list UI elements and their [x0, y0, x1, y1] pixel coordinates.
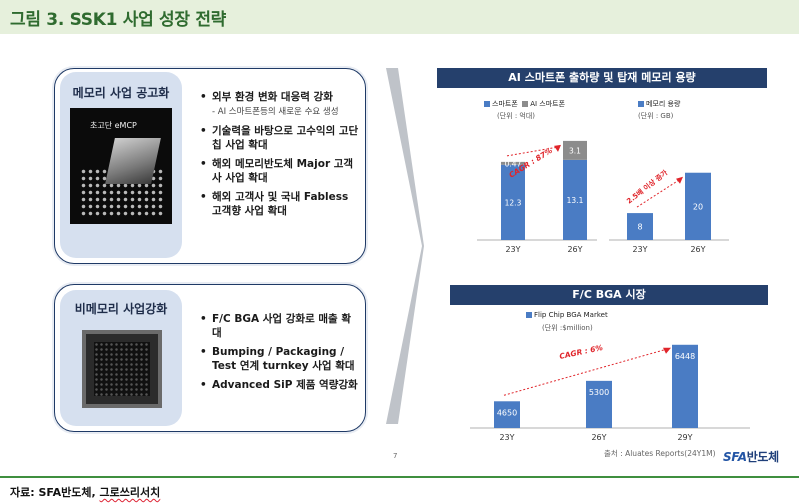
- chart3-tick-label: 29Y: [677, 433, 692, 442]
- chart1-tick-label: 26Y: [567, 245, 582, 254]
- footnote-prefix: 자료: SFA반도체,: [10, 486, 100, 499]
- stacked-chip-graphic: [105, 138, 161, 184]
- memory-bullet-text: 기술력을 바탕으로 고수익의 고단칩 사업 확대: [212, 125, 359, 151]
- memory-section-label: 메모리 사업 공고화: [72, 86, 170, 100]
- footnote: 자료: SFA반도체, 그로쓰리서치: [10, 484, 160, 500]
- chart1-tick-label: 23Y: [505, 245, 520, 254]
- chart2-trend-arrow: [636, 178, 682, 208]
- emcp-photo-label: 초고단 eMCP: [90, 121, 137, 130]
- legend-label-fcbga: Flip Chip BGA Market: [534, 311, 608, 319]
- chart3-trend-arrow: [503, 348, 669, 396]
- legend-label-ai-smartphone: AI 스마트폰: [530, 100, 566, 108]
- sfa-logo: SFA반도체: [723, 448, 779, 465]
- chart1-bar-ai-smartphone: [563, 140, 587, 160]
- memory-bullet: 외부 환경 변화 대응력 강화 - AI 스마트폰등의 새로운 수요 생성: [200, 90, 360, 119]
- nonmemory-bullet: F/C BGA 사업 강화로 매출 확대: [200, 312, 360, 340]
- chart2-unit: (단위 : GB): [638, 112, 674, 120]
- chart1-bar-ai-smartphone: [501, 161, 525, 165]
- chart3-data-label: 5300: [589, 388, 609, 397]
- chart3-tick-label: 23Y: [499, 433, 514, 442]
- chart3-data-label: 6448: [675, 352, 695, 361]
- memory-bullet-text: 외부 환경 변화 대응력 강화: [212, 91, 333, 103]
- footnote-squiggle-text: 그로쓰리서치: [99, 486, 161, 499]
- chart3-unit: (단위 :$million): [542, 324, 593, 332]
- chart2-annotation: 2.5배 이상 증가: [625, 168, 670, 206]
- chart1-data-label: 0.47: [505, 159, 522, 168]
- nonmemory-bullet: Bumping / Packaging / Test 연계 turnkey 사업…: [200, 345, 360, 373]
- legend-swatch-ai-smartphone: [522, 101, 529, 107]
- chart3-tick-label: 26Y: [591, 433, 606, 442]
- memory-bullet-text: 해외 메모리반도체 Major 고객사 사업 확대: [212, 158, 354, 184]
- nonmemory-bullet-text: Advanced SiP 제품 역량강화: [212, 379, 358, 391]
- chart3-legend: Flip Chip BGA Market: [526, 311, 608, 319]
- chart1-trend-arrow: [506, 146, 560, 157]
- fcbga-market-chart: 4650 23Y 5300 26Y 6448 29Y CAGR : 6%: [470, 343, 750, 442]
- chart1-data-label: 3.1: [569, 146, 581, 155]
- chevron-arrow-icon: [386, 68, 424, 424]
- page-number: 7: [393, 452, 398, 460]
- chart3-bar-fcbga: [672, 344, 698, 428]
- chart2-data-label: 8: [637, 223, 642, 232]
- nonmemory-bullet: Advanced SiP 제품 역량강화: [200, 378, 360, 392]
- legend-swatch-fcbga: [526, 312, 532, 318]
- legend-label-memory: 메모리 용량: [646, 100, 681, 108]
- chart1-data-label: 12.3: [505, 198, 522, 207]
- page-title: 그림 3. SSK1 사업 성장 전략: [10, 10, 227, 30]
- fcbga-chip-die: [94, 342, 150, 396]
- fcbga-chart-header: F/C BGA 시장: [450, 285, 768, 305]
- chart2-tick-label: 26Y: [690, 245, 705, 254]
- legend-swatch-memory: [638, 101, 644, 107]
- chart1-unit: (단위 : 억대): [497, 112, 536, 120]
- nonmemory-section-label: 비메모리 사업강화: [74, 302, 168, 316]
- chart3-bar-fcbga: [494, 401, 520, 428]
- chart2-data-label: 20: [693, 202, 703, 211]
- chart2-tick-label: 23Y: [632, 245, 647, 254]
- chart3-bar-fcbga: [586, 380, 612, 428]
- memory-bullet: 해외 메모리반도체 Major 고객사 사업 확대: [200, 157, 360, 185]
- nonmemory-bullet-list: F/C BGA 사업 강화로 매출 확대 Bumping / Packaging …: [200, 312, 360, 397]
- logo-sfa: SFA: [723, 450, 747, 464]
- memory-bullet-subtext: - AI 스마트폰등의 새로운 수요 생성: [212, 107, 339, 117]
- chart1-legend: 스마트폰 AI 스마트폰: [484, 99, 565, 109]
- chart3-annotation: CAGR : 6%: [559, 343, 605, 361]
- legend-label-smartphone: 스마트폰: [492, 100, 518, 108]
- chart3-data-label: 4650: [497, 408, 517, 417]
- chart2-bar-memory: [627, 213, 653, 240]
- chart2-legend: 메모리 용량: [638, 99, 680, 109]
- fcbga-chip-photo: [82, 330, 162, 408]
- nonmemory-bullet-text: Bumping / Packaging / Test 연계 turnkey 사업…: [212, 346, 355, 372]
- title-bar: 그림 3. SSK1 사업 성장 전략: [0, 0, 799, 34]
- chart1-arrowhead: [554, 144, 561, 152]
- legend-swatch-smartphone: [484, 101, 490, 107]
- chart1-data-label: 13.1: [567, 196, 584, 205]
- memory-bullet: 기술력을 바탕으로 고수익의 고단칩 사업 확대: [200, 124, 360, 152]
- memory-bullet-text: 해외 고객사 및 국내 Fabless 고객향 사업 확대: [212, 191, 349, 217]
- emcp-photo: 초고단 eMCP: [70, 108, 172, 224]
- memory-bullet-list: 외부 환경 변화 대응력 강화 - AI 스마트폰등의 새로운 수요 생성기술력을…: [200, 90, 360, 223]
- nonmemory-bullet-text: F/C BGA 사업 강화로 매출 확대: [212, 313, 352, 339]
- chart2-arrowhead: [676, 176, 683, 184]
- ai-smartphone-chart-header: AI 스마트폰 출하량 및 탑재 메모리 용량: [437, 68, 767, 88]
- logo-semiconductor: 반도체: [746, 450, 780, 464]
- source-note: 출처 : Aluates Reports(24Y1M): [604, 449, 716, 458]
- bottom-divider: [0, 476, 799, 478]
- chart1-bar-smartphone: [501, 164, 525, 240]
- chart1-bar-smartphone: [563, 159, 587, 240]
- memory-bullet: 해외 고객사 및 국내 Fabless 고객향 사업 확대: [200, 190, 360, 218]
- chart3-arrowhead: [663, 347, 671, 354]
- chart2-bar-memory: [685, 172, 711, 240]
